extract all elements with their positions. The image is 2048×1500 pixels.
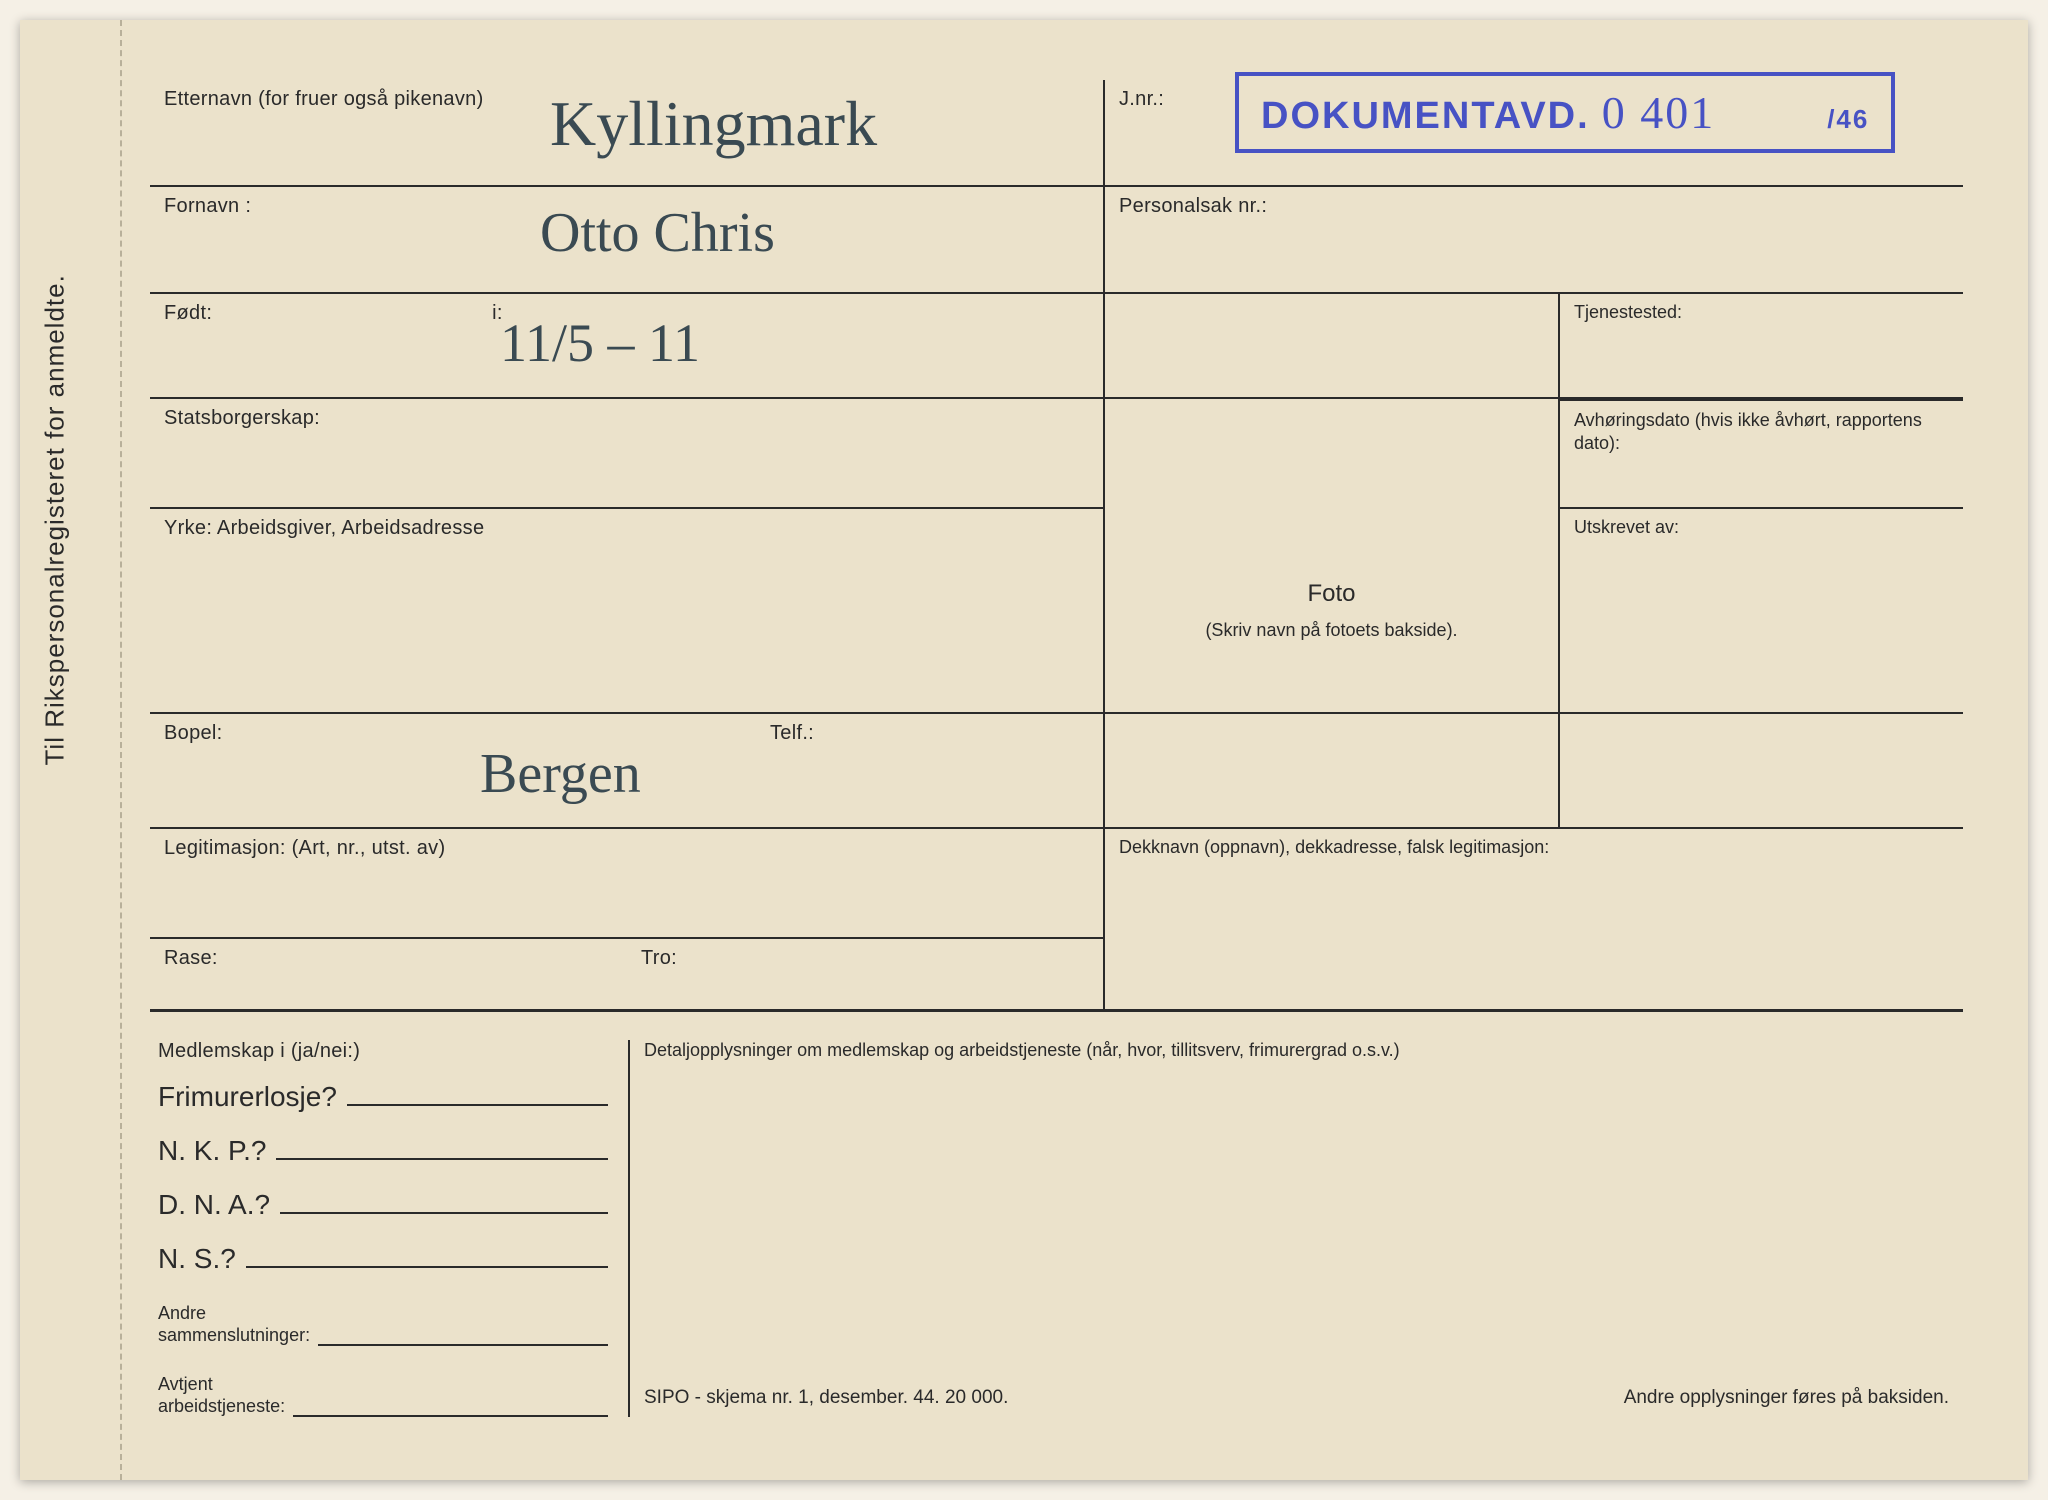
fornavn-value: Otto Chris (540, 205, 775, 261)
row-fodt: Født: i: 11/5 – 11 Tjenestested: (150, 292, 1963, 397)
membership-column: Medlemskap i (ja/nei:) Frimurerlosje? N.… (150, 1040, 630, 1417)
membership-dna: D. N. A.? (158, 1189, 608, 1221)
row-bopel: Bopel: Telf.: Bergen (150, 712, 1963, 827)
yrke-label: Yrke: Arbeidsgiver, Arbeidsadresse (164, 517, 484, 539)
bopel-value: Bergen (480, 746, 641, 802)
footer-right: Andre opplysninger føres på baksiden. (1624, 1387, 1949, 1409)
fodt-value: 11/5 – 11 (500, 316, 700, 370)
row-fornavn: Fornavn : Otto Chris Personalsak nr.: (150, 185, 1963, 292)
jnr-label: J.nr.: (1119, 88, 1164, 110)
foto-area: Foto (Skriv navn på fotoets bakside). (1105, 507, 1560, 712)
etternavn-label: Etternavn (for fruer også pikenavn) (164, 88, 484, 110)
perforation-line (120, 20, 122, 1480)
row-top: Etternavn (for fruer også pikenavn) Kyll… (150, 80, 1963, 185)
stamp-suffix: /46 (1827, 104, 1869, 135)
stamp-number: 0 401 (1602, 86, 1716, 139)
sidebar-title: Til Rikspersonalregisteret for anmeldte. (40, 274, 71, 765)
bottom-section: Medlemskap i (ja/nei:) Frimurerlosje? N.… (150, 1040, 1963, 1417)
avhoringsdato-label: Avhøringsdato (hvis ikke åvhørt, rapport… (1574, 409, 1949, 456)
tjenestested-label: Tjenestested: (1574, 302, 1682, 322)
membership-header: Medlemskap i (ja/nei:) (158, 1040, 608, 1063)
stamp-text: DOKUMENTAVD. (1261, 95, 1590, 138)
foto-sub: (Skriv navn på fotoets bakside). (1119, 620, 1544, 641)
row-yrke: Yrke: Arbeidsgiver, Arbeidsadresse Foto … (150, 507, 1963, 712)
tro-label: Tro: (641, 947, 677, 969)
andre-sammen-label: Andre sammenslutninger: (158, 1303, 310, 1346)
bopel-label: Bopel: (164, 722, 223, 744)
detail-column: Detaljopplysninger om medlemskap og arbe… (630, 1040, 1963, 1417)
legitimasjon-label: Legitimasjon: (Art, nr., utst. av) (164, 837, 445, 859)
row-rase: Rase: Tro: (150, 937, 1963, 1012)
statsborgerskap-label: Statsborgerskap: (164, 407, 320, 429)
foto-cell-top (1105, 294, 1560, 397)
utskrevet-label: Utskrevet av: (1574, 517, 1679, 537)
form-card: Til Rikspersonalregisteret for anmeldte.… (20, 20, 2028, 1480)
footer-left: SIPO - skjema nr. 1, desember. 44. 20 00… (644, 1387, 1008, 1409)
membership-ns: N. S.? (158, 1243, 608, 1275)
avtjent-label: Avtjent arbeidstjeneste: (158, 1374, 285, 1417)
personalsak-label: Personalsak nr.: (1119, 195, 1267, 217)
foto-cell-bottom (1105, 714, 1560, 827)
telf-label: Telf.: (770, 722, 814, 745)
etternavn-value: Kyllingmark (550, 92, 877, 156)
fornavn-label: Fornavn : (164, 195, 251, 217)
dekknavn-label: Dekknavn (oppnavn), dekkadresse, falsk l… (1119, 837, 1549, 857)
form-grid: Etternavn (for fruer også pikenavn) Kyll… (150, 80, 1963, 1455)
membership-frimurer: Frimurerlosje? (158, 1081, 608, 1113)
rase-label: Rase: (164, 947, 218, 969)
membership-nkp: N. K. P.? (158, 1135, 608, 1167)
fodt-label: Født: (164, 302, 212, 391)
foto-cell-mid (1105, 399, 1560, 507)
detalj-label: Detaljopplysninger om medlemskap og arbe… (644, 1040, 1949, 1061)
foto-label: Foto (1119, 580, 1544, 608)
row-stats: Statsborgerskap: Avhøringsdato (hvis ikk… (150, 397, 1963, 507)
row-legit: Legitimasjon: (Art, nr., utst. av) Dekkn… (150, 827, 1963, 937)
document-stamp: DOKUMENTAVD. 0 401 /46 (1235, 72, 1895, 153)
